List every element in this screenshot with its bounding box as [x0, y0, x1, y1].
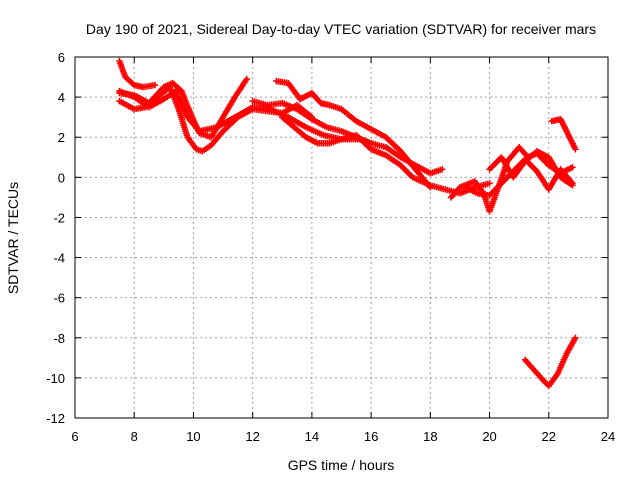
x-tick-label: 12 [245, 429, 259, 444]
x-tick-label: 10 [186, 429, 200, 444]
y-tick-label: -10 [46, 371, 65, 386]
data-point [569, 182, 576, 189]
series-track-11 [548, 115, 579, 153]
y-tick-label: 6 [58, 50, 65, 65]
data-point [572, 334, 579, 341]
data-point [486, 180, 493, 187]
y-axis-label: SDTVAR / TECUs [5, 182, 21, 294]
y-tick-label: 2 [58, 130, 65, 145]
y-tick-label: 0 [58, 170, 65, 185]
data-point [569, 164, 576, 171]
x-tick-label: 6 [71, 429, 78, 444]
data-point [572, 146, 579, 153]
data-point [438, 166, 446, 173]
y-tick-label: -12 [46, 411, 65, 426]
data-point [243, 75, 250, 83]
y-tick-label: 4 [58, 90, 65, 105]
data-point [151, 81, 159, 89]
series-track-1 [116, 57, 159, 91]
y-tick-label: -2 [53, 210, 65, 225]
x-tick-label: 22 [542, 429, 556, 444]
x-axis-label: GPS time / hours [288, 457, 395, 473]
series-track-10 [486, 148, 576, 189]
x-tick-label: 20 [482, 429, 496, 444]
x-tick-label: 8 [131, 429, 138, 444]
series-track-12 [521, 334, 579, 390]
x-tick-label: 18 [423, 429, 437, 444]
x-tick-label: 24 [601, 429, 615, 444]
y-tick-label: -8 [53, 331, 65, 346]
chart-title: Day 190 of 2021, Sidereal Day-to-day VTE… [86, 21, 596, 37]
plot-frame [74, 56, 609, 419]
series-track-4 [116, 87, 363, 143]
data-layer [116, 57, 579, 390]
y-tick-label: -4 [53, 251, 65, 266]
x-tick-label: 16 [364, 429, 378, 444]
y-tick-label: -6 [53, 291, 65, 306]
x-tick-label: 14 [305, 429, 319, 444]
